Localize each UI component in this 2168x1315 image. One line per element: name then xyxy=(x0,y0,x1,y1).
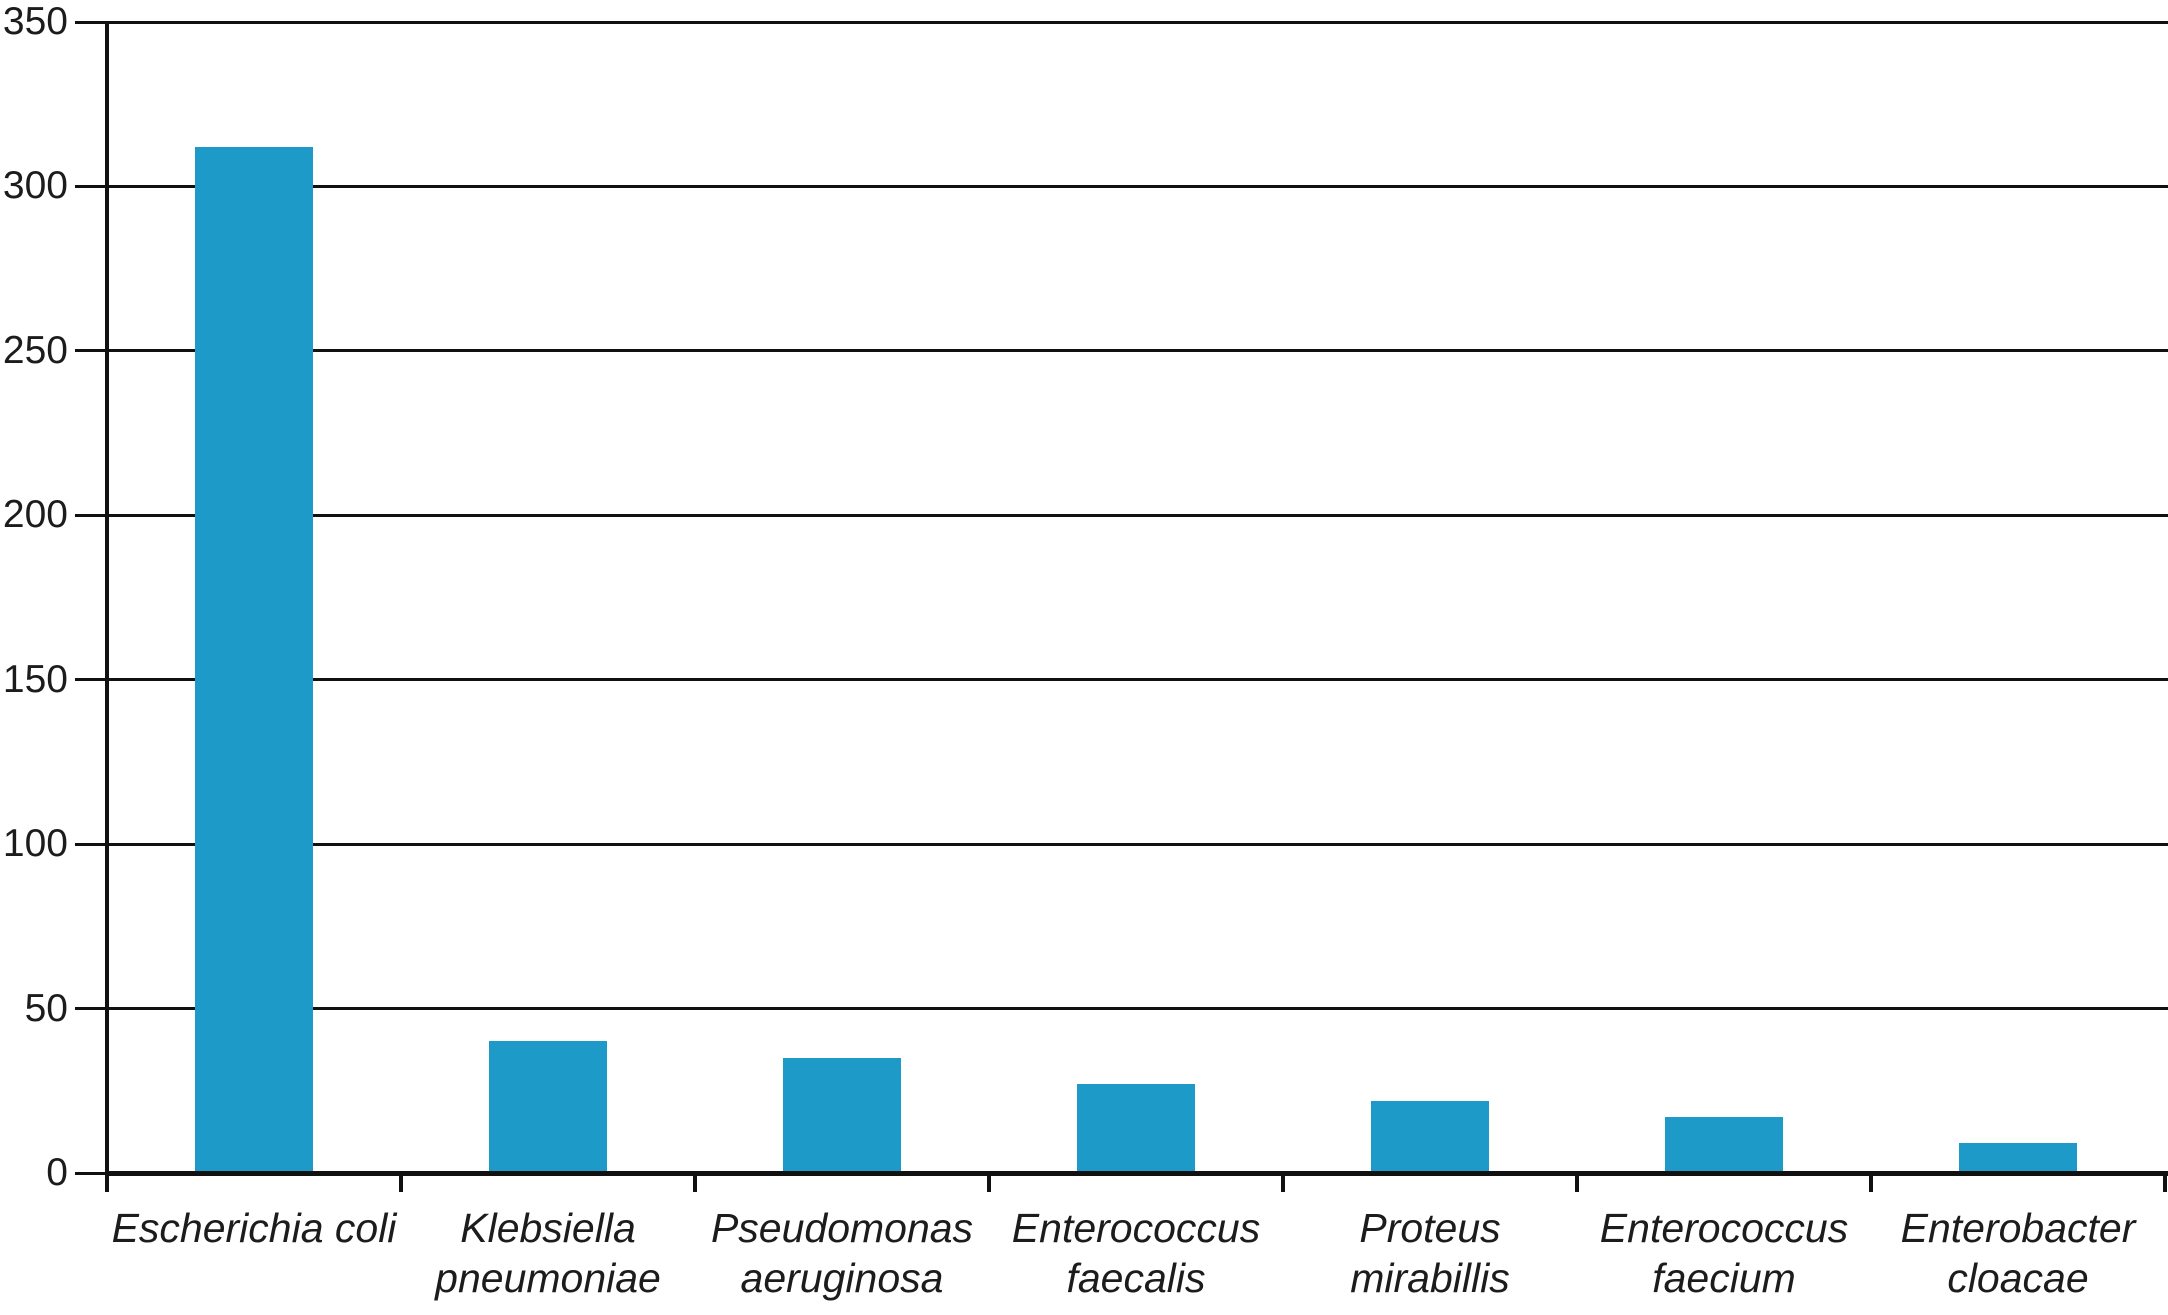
x-tick-label-enterobacter-cloacae: Enterobacter cloacae xyxy=(1900,1205,2136,1301)
y-tick-label-50: 50 xyxy=(24,986,68,1030)
gridline-y-300 xyxy=(75,184,2168,188)
y-tick-label-350: 350 xyxy=(2,0,68,43)
gridline-y-50 xyxy=(75,1007,2168,1011)
x-axis-tick-6 xyxy=(1869,1173,1873,1192)
x-tick-label-pseudomonas-aeruginosa: Pseudomonas aeruginosa xyxy=(710,1205,974,1301)
gridline-y-200 xyxy=(75,513,2168,517)
x-axis-tick-7 xyxy=(2163,1173,2167,1192)
gridline-y-250 xyxy=(75,349,2168,353)
bar-enterococcus-faecalis xyxy=(1077,1084,1195,1173)
gridline-y-150 xyxy=(75,678,2168,682)
x-axis-line xyxy=(107,1170,2168,1176)
x-axis-tick-3 xyxy=(987,1173,991,1192)
bar-enterobacter-cloacae xyxy=(1959,1143,2077,1173)
x-axis-tick-4 xyxy=(1281,1173,1285,1192)
bar-enterococcus-faecium xyxy=(1665,1117,1783,1173)
x-axis-tick-1 xyxy=(399,1173,403,1192)
gridline-y-100 xyxy=(75,842,2168,846)
x-tick-label-enterococcus-faecalis: Enterococcus faecalis xyxy=(1011,1205,1261,1301)
gridline-y-350 xyxy=(75,20,2168,24)
x-axis-tick-5 xyxy=(1575,1173,1579,1192)
x-tick-label-enterococcus-faecium: Enterococcus faecium xyxy=(1599,1205,1849,1301)
bar-escherichia-coli xyxy=(195,146,313,1173)
bar-klebsiella-pneumoniae xyxy=(489,1041,607,1173)
y-tick-label-300: 300 xyxy=(2,164,68,208)
y-tick-label-150: 150 xyxy=(2,657,68,701)
x-tick-label-escherichia-coli: Escherichia coli xyxy=(111,1205,397,1251)
bar-proteus-mirabillis xyxy=(1371,1100,1489,1173)
x-tick-label-proteus-mirabillis: Proteus mirabillis xyxy=(1350,1205,1510,1301)
y-tick-label-0: 0 xyxy=(46,1151,68,1194)
bar-pseudomonas-aeruginosa xyxy=(783,1057,901,1173)
y-tick-label-100: 100 xyxy=(2,822,68,866)
y-tick-label-250: 250 xyxy=(2,328,68,372)
x-axis-tick-2 xyxy=(693,1173,697,1192)
y-axis-line xyxy=(105,22,109,1192)
x-tick-label-klebsiella-pneumoniae: Klebsiella pneumoniae xyxy=(435,1205,661,1301)
y-tick-label-200: 200 xyxy=(2,493,68,537)
